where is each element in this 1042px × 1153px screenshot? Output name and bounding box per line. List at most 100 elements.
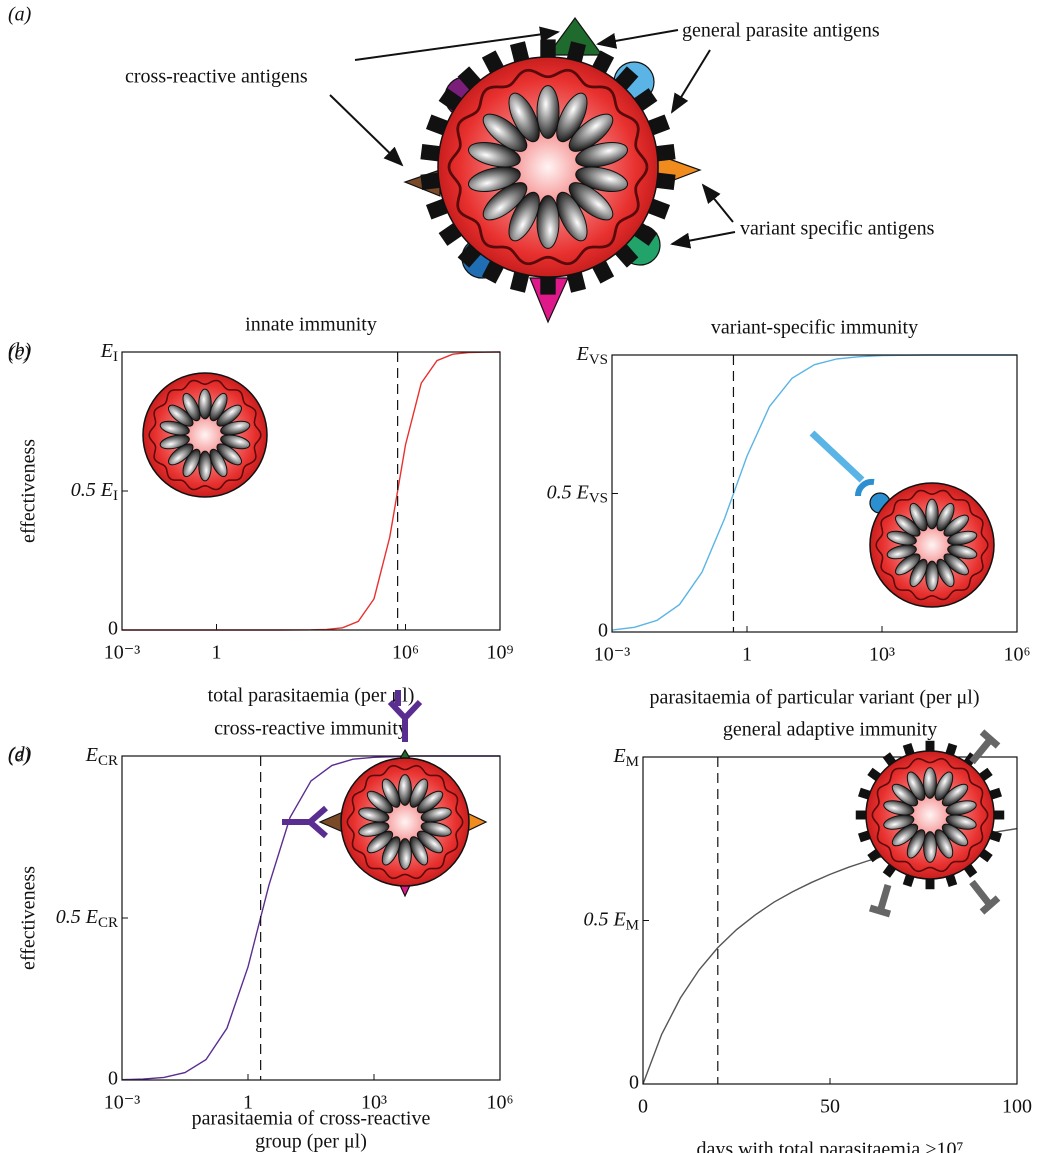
petal — [420, 821, 452, 837]
y-tick-label: 0.5 EM — [583, 908, 639, 934]
petal — [358, 807, 390, 823]
chart-title: innate immunity — [245, 314, 377, 336]
y-tick-subscript: CR — [98, 915, 118, 931]
petal — [941, 783, 969, 807]
petal — [945, 814, 977, 830]
y-axis-label: effectiveness — [18, 866, 40, 970]
petal — [416, 790, 444, 814]
petal — [943, 514, 969, 537]
petal — [895, 553, 921, 576]
x-axis-label: total parasitaemia (per μl) — [208, 685, 415, 707]
y-tick-label: 0 — [108, 618, 118, 640]
petal — [536, 85, 560, 139]
y-tick-subscript: VS — [589, 491, 608, 507]
petal — [398, 838, 412, 870]
petal — [883, 814, 915, 830]
antibody — [868, 884, 892, 918]
y-tick-text: E — [612, 745, 625, 767]
y-tick-text: 0.5 E — [583, 908, 625, 930]
x-tick-label: 10⁹ — [487, 642, 514, 664]
y-tick-label: 0 — [108, 1068, 118, 1090]
antibody — [969, 879, 1001, 915]
y-tick-subscript: M — [626, 918, 639, 934]
petal — [936, 502, 955, 532]
surface-antigen — [540, 272, 556, 295]
petal — [420, 807, 452, 823]
axes-frame — [611, 354, 1018, 633]
petal — [159, 434, 190, 450]
petal — [468, 142, 521, 168]
panel-label: (b) — [8, 340, 32, 362]
petal — [575, 142, 628, 168]
petal — [366, 830, 394, 854]
x-tick-label: 100 — [1002, 1096, 1032, 1118]
petal — [575, 166, 628, 192]
y-tick-text: 0.5 E — [547, 481, 589, 503]
petal — [198, 388, 212, 420]
petal — [886, 544, 917, 560]
petal — [925, 560, 939, 592]
petal — [381, 778, 401, 808]
annotation: cross-reactive antigens — [125, 66, 308, 88]
y-tick-label: ECR — [85, 744, 118, 770]
axes-frame — [121, 755, 501, 1081]
y-tick-label: 0.5 EI — [71, 479, 118, 505]
y-axis-label: effectiveness — [18, 439, 40, 543]
y-tick-text: E — [100, 340, 113, 362]
y-tick-label: 0 — [629, 1072, 639, 1094]
petal — [220, 434, 251, 450]
y-tick-subscript: VS — [589, 352, 608, 368]
x-axis-label: parasitaemia of particular variant (per … — [650, 687, 980, 709]
parasite-diagram — [403, 16, 702, 324]
petal — [923, 831, 937, 863]
chart-title: variant-specific immunity — [711, 317, 918, 339]
curve — [121, 755, 500, 1081]
x-tick-label: 50 — [820, 1096, 840, 1118]
x-tick-label: 1 — [243, 1092, 253, 1114]
antibody — [969, 729, 1001, 765]
chart-title: cross-reactive immunity — [214, 718, 408, 740]
x-tick-label: 0 — [638, 1096, 648, 1118]
axes-frame — [121, 351, 501, 631]
y-tick-text: E — [576, 343, 589, 365]
icons — [142, 372, 1005, 918]
x-tick-label: 10⁶ — [487, 1092, 514, 1114]
petal — [934, 771, 954, 801]
petal — [891, 783, 919, 807]
petal — [906, 829, 926, 859]
petal — [936, 558, 955, 588]
petal — [482, 113, 528, 152]
petal — [366, 790, 394, 814]
petal — [568, 182, 614, 221]
x-tick-label: 10⁶ — [392, 642, 419, 664]
petal — [883, 800, 915, 816]
petal — [556, 92, 588, 143]
petal — [906, 771, 926, 801]
cell-body — [869, 482, 995, 608]
x-tick-label: 10³ — [869, 644, 895, 666]
cell-outline — [447, 68, 649, 266]
antibody — [809, 430, 865, 483]
panel-label: (c) — [8, 343, 31, 365]
petal — [168, 443, 194, 466]
x-tick-label: 10⁻³ — [104, 642, 141, 664]
x-axis-label: group (per μl) — [255, 1131, 367, 1153]
petal — [216, 443, 242, 466]
surface-antigen — [540, 39, 556, 62]
x-axis-label: days with total parasitaemia >10⁷ — [696, 1139, 963, 1153]
petal — [168, 404, 194, 427]
petal — [947, 544, 978, 560]
cell-outline — [875, 489, 989, 601]
petal — [216, 404, 242, 427]
x-tick-label: 10⁻³ — [104, 1092, 141, 1114]
antibody — [282, 805, 328, 839]
petal — [182, 392, 201, 422]
panel-label: (e) — [8, 745, 31, 767]
arrows — [329, 26, 736, 249]
antibody — [387, 690, 423, 742]
petal — [416, 830, 444, 854]
x-tick-label: 10⁶ — [1004, 644, 1031, 666]
petal — [508, 92, 540, 143]
